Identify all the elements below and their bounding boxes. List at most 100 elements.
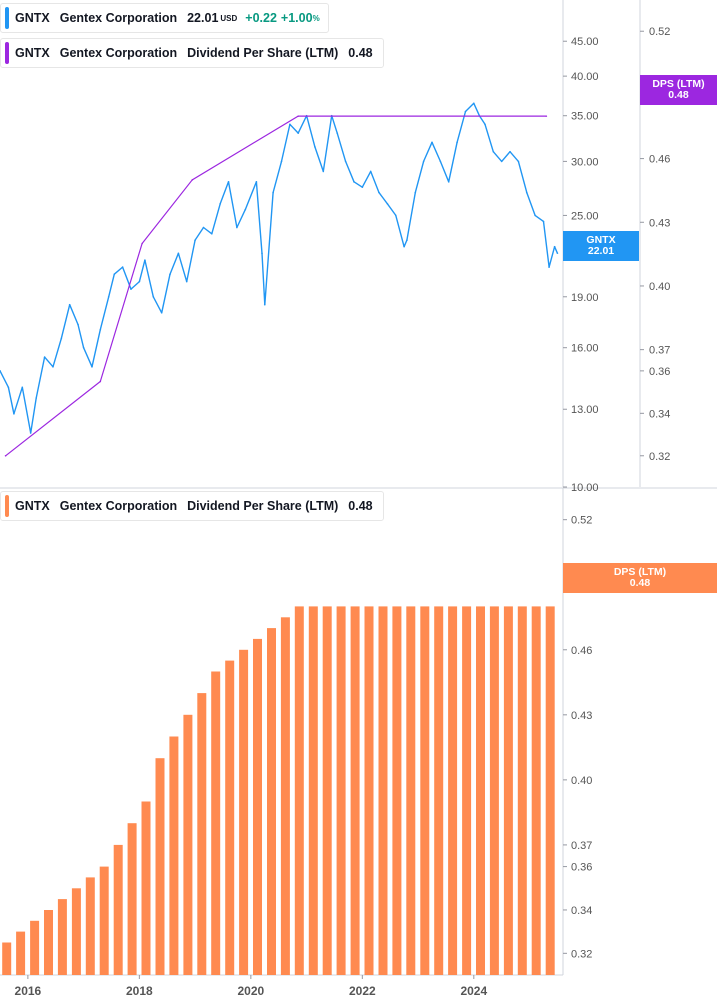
dps-bar [197, 693, 207, 975]
dps-line-point [141, 242, 143, 245]
price-point [169, 273, 171, 276]
price-point [211, 232, 213, 235]
right-axis-tick-label: 0.34 [649, 408, 670, 420]
price-point [263, 303, 266, 306]
price-point [261, 252, 263, 255]
price-point [403, 245, 405, 248]
price-point [0, 370, 1, 372]
dps-top-tag-label: DPS (LTM) [652, 78, 705, 90]
price-point [525, 191, 528, 194]
dps-bar [378, 606, 388, 975]
price-point [177, 252, 180, 255]
price-point [492, 150, 495, 153]
bottom-axis-tick-label: 0.46 [571, 645, 592, 657]
price-point [500, 160, 503, 163]
price-point [68, 303, 71, 306]
bottom-axis-tick-label: 0.52 [571, 515, 592, 527]
price-point [60, 337, 63, 340]
dps-bar [85, 877, 95, 975]
right-axis-tick-label: 0.37 [649, 345, 670, 357]
bottom-axis-tick-label: 0.40 [571, 775, 592, 787]
price-point [553, 245, 556, 248]
legend-price-swatch [5, 7, 9, 29]
dps-bar [44, 910, 53, 975]
price-point [456, 141, 458, 144]
price-point [13, 413, 15, 415]
dps-line-point [4, 454, 7, 457]
dps-bar [531, 606, 541, 975]
price-point [272, 191, 274, 194]
price-point [322, 170, 325, 173]
dps-bar [169, 736, 179, 975]
dps-bar [420, 606, 430, 975]
dps-bar [211, 671, 221, 975]
price-point [314, 146, 316, 148]
left-axis-tick-label: 40.00 [571, 71, 599, 83]
dps-bar [503, 606, 513, 975]
dps-bottom-tag: DPS (LTM) 0.48 [563, 563, 717, 593]
dps-bar [448, 606, 458, 975]
price-point [107, 295, 110, 298]
dps-bar [392, 606, 402, 975]
price-point [121, 266, 124, 268]
price-point [542, 220, 545, 223]
price-point [369, 170, 372, 173]
dps-bar [280, 617, 290, 975]
left-axis-tick-label: 19.00 [571, 292, 599, 304]
dps-bar [183, 714, 193, 975]
dps-bar [517, 606, 527, 975]
dps-bar [16, 931, 26, 975]
price-point [534, 214, 536, 217]
legend-dps-bottom: GNTX Gentex Corporation Dividend Per Sha… [0, 491, 384, 521]
price-point [548, 266, 550, 268]
legend-currency: USD [220, 13, 238, 23]
price-line [0, 102, 559, 434]
price-point [77, 323, 79, 326]
dps-bar [30, 920, 40, 975]
dps-bar [267, 628, 276, 975]
price-point [244, 208, 247, 211]
price-point [160, 311, 163, 314]
price-point [353, 181, 355, 183]
price-point [227, 181, 230, 183]
price-point [447, 181, 450, 183]
dps-bar [113, 844, 123, 975]
dps-bar [322, 606, 332, 975]
price-point [464, 110, 467, 113]
dps-bottom-tag-label: DPS (LTM) [613, 566, 667, 578]
price-point [289, 123, 291, 126]
price-tag-label: GNTX [586, 234, 616, 246]
price-point [185, 280, 188, 283]
legend-dps-bottom-swatch [5, 495, 9, 517]
price-point [378, 191, 380, 194]
dps-bar [545, 606, 555, 975]
legend-pct-sign: % [312, 13, 320, 23]
left-axis-tick-label: 13.00 [571, 404, 599, 416]
price-point [113, 273, 116, 276]
price-point [21, 386, 24, 389]
dps-line-point [99, 380, 102, 383]
right-axis-tick-label: 0.40 [649, 281, 670, 293]
dps-line-point [545, 115, 548, 117]
right-axis-tick-label: 0.32 [649, 451, 670, 463]
dps-line [5, 115, 547, 457]
dps-bar [336, 606, 346, 975]
dps-bar [350, 606, 360, 975]
price-point [386, 203, 389, 205]
dps-top-tag: DPS (LTM) 0.48 [640, 75, 717, 105]
dps-bar [462, 606, 472, 975]
left-axis-tick-label: 35.00 [571, 111, 599, 123]
left-axis-tick-label: 25.00 [571, 210, 599, 222]
dps-bar [225, 660, 235, 975]
dps-bar [239, 649, 249, 975]
price-point [219, 203, 221, 205]
bottom-axis-tick-label: 0.43 [571, 710, 592, 722]
price-point [255, 181, 258, 183]
dps-bar [406, 606, 416, 975]
left-axis-tick-label: 30.00 [571, 156, 599, 168]
legend-company: Gentex Corporation [59, 11, 178, 25]
dps-bar [308, 606, 318, 975]
legend-price: GNTX Gentex Corporation 22.01 USD +0.22 … [0, 3, 329, 33]
legend-dps-top-value: 0.48 [348, 46, 373, 60]
